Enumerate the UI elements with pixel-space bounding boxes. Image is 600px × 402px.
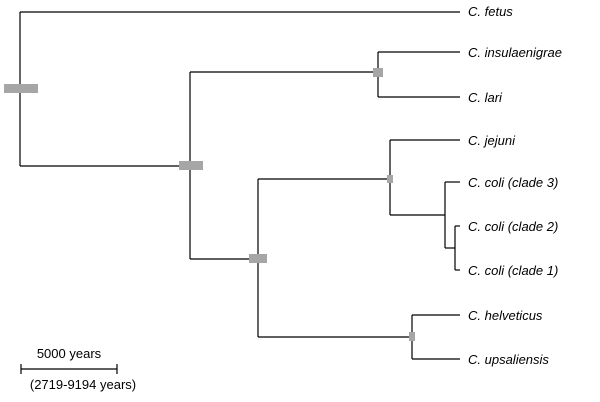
node-age-bars [4, 68, 415, 341]
scale-bar-range: (2719-9194 years) [30, 377, 136, 392]
scale-bar: 5000 years (2719-9194 years) [20, 346, 136, 392]
node-bar-root [4, 84, 38, 93]
tip-label-coli-clade-1: C. coli (clade 1) [468, 263, 558, 278]
tip-label-helveticus: C. helveticus [468, 308, 543, 323]
node-bar-lari-clade [373, 68, 383, 77]
node-bar-ingroup [179, 161, 203, 170]
tip-label-lari: C. lari [468, 90, 503, 105]
node-bar-thermophilic [249, 254, 267, 263]
node-bar-jejuni-coli [387, 175, 393, 183]
tree-branches [19, 11, 460, 360]
tip-label-insulaenigrae: C. insulaenigrae [468, 45, 562, 60]
tip-label-upsaliensis: C. upsaliensis [468, 352, 549, 367]
tip-label-jejuni: C. jejuni [468, 133, 516, 148]
tip-labels: C. fetus C. insulaenigrae C. lari C. jej… [468, 4, 562, 367]
tip-label-coli-clade-2: C. coli (clade 2) [468, 219, 558, 234]
tip-label-fetus: C. fetus [468, 4, 513, 19]
tip-label-coli-clade-3: C. coli (clade 3) [468, 175, 558, 190]
scale-bar-line [20, 364, 118, 374]
node-bar-helveticus-upsaliensis [409, 332, 415, 341]
scale-bar-label: 5000 years [37, 346, 102, 361]
